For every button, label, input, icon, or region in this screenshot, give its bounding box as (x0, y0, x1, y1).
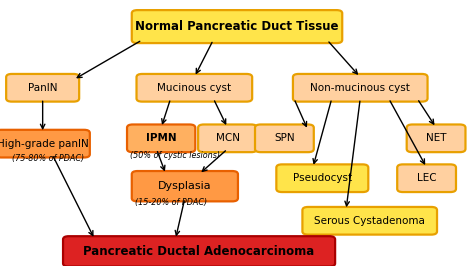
Text: IPMN: IPMN (146, 133, 176, 143)
FancyBboxPatch shape (0, 130, 90, 157)
Text: MCN: MCN (216, 133, 239, 143)
FancyBboxPatch shape (255, 124, 314, 152)
Text: Serous Cystadenoma: Serous Cystadenoma (314, 216, 425, 226)
Text: Non-mucinous cyst: Non-mucinous cyst (310, 83, 410, 93)
Text: Pancreatic Ductal Adenocarcinoma: Pancreatic Ductal Adenocarcinoma (83, 245, 315, 258)
FancyBboxPatch shape (63, 236, 335, 266)
FancyBboxPatch shape (198, 124, 257, 152)
Text: (75-80% of PDAC): (75-80% of PDAC) (12, 154, 84, 163)
FancyBboxPatch shape (132, 10, 342, 43)
Text: NET: NET (426, 133, 447, 143)
Text: SPN: SPN (274, 133, 295, 143)
Text: Dysplasia: Dysplasia (158, 181, 212, 191)
Text: Normal Pancreatic Duct Tissue: Normal Pancreatic Duct Tissue (135, 20, 339, 33)
Text: Pseudocyst: Pseudocyst (293, 173, 352, 183)
Text: High-grade panIN: High-grade panIN (0, 139, 89, 149)
Text: (15-20% of PDAC): (15-20% of PDAC) (135, 198, 207, 207)
Text: PanIN: PanIN (28, 83, 57, 93)
FancyBboxPatch shape (302, 207, 437, 235)
FancyBboxPatch shape (407, 124, 465, 152)
FancyBboxPatch shape (127, 124, 195, 152)
Text: LEC: LEC (417, 173, 437, 183)
FancyBboxPatch shape (137, 74, 252, 102)
FancyBboxPatch shape (132, 171, 238, 201)
Text: (50% of cystic lesions): (50% of cystic lesions) (130, 151, 220, 160)
FancyBboxPatch shape (276, 164, 368, 192)
FancyBboxPatch shape (397, 164, 456, 192)
FancyBboxPatch shape (293, 74, 428, 102)
FancyBboxPatch shape (6, 74, 79, 102)
Text: Mucinous cyst: Mucinous cyst (157, 83, 231, 93)
